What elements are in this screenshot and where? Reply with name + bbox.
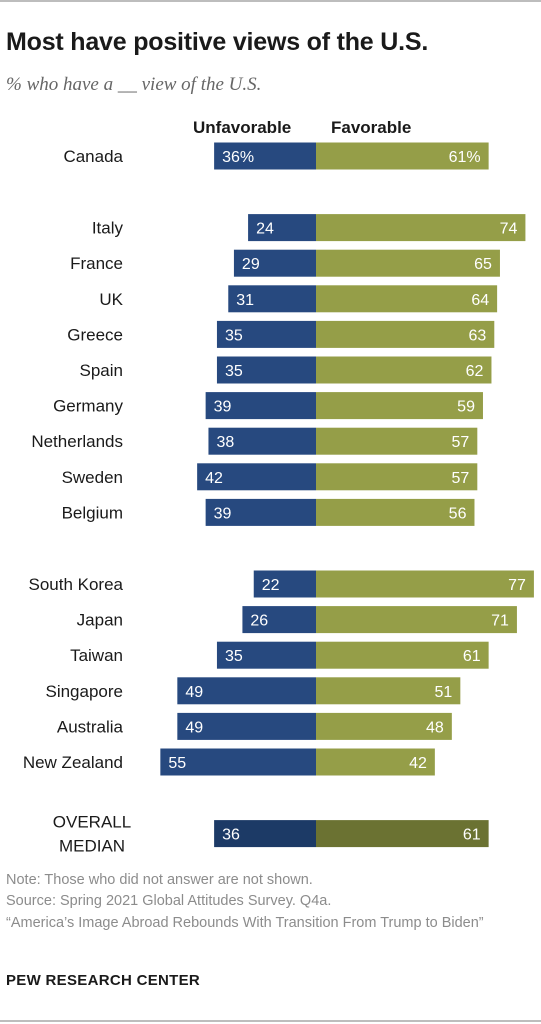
unfavorable-bar-singapore — [177, 677, 316, 705]
unfavorable-value-greece: 35 — [225, 327, 243, 344]
unfavorable-value-japan: 26 — [250, 613, 268, 630]
favorable-bar-spain — [316, 356, 492, 384]
unfavorable-bar-greece — [216, 320, 316, 348]
unfavorable-bar-spain — [216, 356, 316, 384]
unfavorable-value-sweden: 42 — [205, 470, 223, 487]
favorable-value-greece: 63 — [468, 327, 486, 344]
category-label-south-korea: South Korea — [28, 575, 123, 594]
favorable-value-sweden: 57 — [452, 470, 470, 487]
unfavorable-value-belgium: 39 — [214, 505, 232, 522]
chart-source: Source: Spring 2021 Global Attitudes Sur… — [6, 893, 332, 909]
favorable-bar-taiwan — [316, 641, 489, 669]
unfavorable-bar-overall-median — [214, 820, 316, 848]
category-label-taiwan: Taiwan — [70, 646, 123, 665]
unfavorable-value-germany: 39 — [214, 399, 232, 416]
unfavorable-bar-germany — [205, 392, 316, 420]
favorable-value-canada: 61% — [449, 149, 481, 166]
favorable-bar-germany — [316, 392, 483, 420]
favorable-bar-canada — [316, 142, 489, 170]
top-rule — [0, 0, 541, 2]
unfavorable-bar-france — [233, 249, 316, 277]
category-label-belgium: Belgium — [62, 503, 123, 522]
favorable-value-south-korea: 77 — [508, 577, 526, 594]
unfavorable-bar-belgium — [205, 498, 316, 526]
favorable-bar-italy — [316, 214, 526, 242]
unfavorable-bar-italy — [248, 214, 316, 242]
favorable-value-spain: 62 — [466, 363, 484, 380]
favorable-value-france: 65 — [474, 256, 492, 273]
unfavorable-value-australia: 49 — [185, 719, 203, 736]
favorable-value-italy: 74 — [500, 221, 518, 238]
category-label-japan: Japan — [77, 611, 123, 630]
category-label-singapore: Singapore — [45, 682, 123, 701]
unfavorable-bar-taiwan — [216, 641, 316, 669]
favorable-bar-greece — [316, 320, 495, 348]
category-label-sweden: Sweden — [62, 468, 123, 487]
category-label-canada: Canada — [63, 147, 123, 166]
category-label-netherlands: Netherlands — [31, 432, 123, 451]
unfavorable-value-south-korea: 22 — [262, 577, 280, 594]
favorable-value-singapore: 51 — [435, 684, 453, 701]
unfavorable-value-italy: 24 — [256, 221, 274, 238]
favorable-bar-south-korea — [316, 570, 534, 598]
unfavorable-bar-netherlands — [208, 427, 316, 455]
favorable-bar-singapore — [316, 677, 461, 705]
unfavorable-bar-south-korea — [253, 570, 316, 598]
favorable-bar-france — [316, 249, 500, 277]
favorable-bar-overall-median — [316, 820, 489, 848]
unfavorable-value-spain: 35 — [225, 363, 243, 380]
unfavorable-value-taiwan: 35 — [225, 648, 243, 665]
favorable-value-belgium: 56 — [449, 505, 467, 522]
category-label-france: France — [70, 254, 123, 273]
favorable-value-uk: 64 — [471, 292, 489, 309]
chart-note: Note: Those who did not answer are not s… — [6, 872, 313, 888]
chart-title: Most have positive views of the U.S. — [6, 28, 429, 56]
unfavorable-value-overall-median: 36 — [222, 827, 240, 844]
favorable-bar-japan — [316, 606, 517, 634]
unfavorable-bar-australia — [177, 712, 316, 740]
favorable-bar-sweden — [316, 463, 478, 491]
diverging-bar-chart: Canada 36% 61% Italy 24 74 France 29 65 UK 31 64 Gre… — [23, 142, 534, 856]
category-label-spain: Spain — [80, 361, 123, 380]
favorable-bar-australia — [316, 712, 452, 740]
unfavorable-value-france: 29 — [242, 256, 260, 273]
unfavorable-value-new-zealand: 55 — [168, 755, 186, 772]
favorable-header: Favorable — [331, 118, 412, 137]
favorable-value-japan: 71 — [491, 613, 509, 630]
favorable-bar-netherlands — [316, 427, 478, 455]
unfavorable-value-canada: 36% — [222, 149, 254, 166]
unfavorable-value-netherlands: 38 — [216, 434, 234, 451]
unfavorable-value-singapore: 49 — [185, 684, 203, 701]
unfavorable-bar-sweden — [197, 463, 316, 491]
favorable-value-taiwan: 61 — [463, 648, 481, 665]
unfavorable-bar-uk — [228, 285, 316, 313]
favorable-bar-uk — [316, 285, 498, 313]
category-label-germany: Germany — [53, 397, 123, 416]
favorable-bar-new-zealand — [316, 748, 435, 776]
favorable-value-new-zealand: 42 — [409, 755, 427, 772]
category-label-greece: Greece — [67, 325, 123, 344]
category-label-australia: Australia — [57, 717, 124, 736]
favorable-value-netherlands: 57 — [452, 434, 470, 451]
favorable-bar-belgium — [316, 498, 475, 526]
favorable-value-australia: 48 — [426, 719, 444, 736]
favorable-value-overall-median: 61 — [463, 827, 481, 844]
category-label-overall-median: OVERALL MEDIAN — [53, 813, 131, 856]
category-label-new-zealand: New Zealand — [23, 753, 123, 772]
bottom-rule — [0, 1020, 541, 1022]
org-name: PEW RESEARCH CENTER — [6, 972, 201, 989]
unfavorable-bar-canada — [214, 142, 316, 170]
unfavorable-value-uk: 31 — [236, 292, 254, 309]
chart-subtitle: % who have a __ view of the U.S. — [6, 74, 262, 95]
unfavorable-bar-new-zealand — [160, 748, 316, 776]
unfavorable-header: Unfavorable — [193, 118, 292, 137]
favorable-value-germany: 59 — [457, 399, 475, 416]
category-label-italy: Italy — [92, 219, 124, 238]
report-title: “America’s Image Abroad Rebounds With Tr… — [6, 915, 484, 931]
unfavorable-bar-japan — [242, 606, 316, 634]
category-label-uk: UK — [99, 290, 123, 309]
